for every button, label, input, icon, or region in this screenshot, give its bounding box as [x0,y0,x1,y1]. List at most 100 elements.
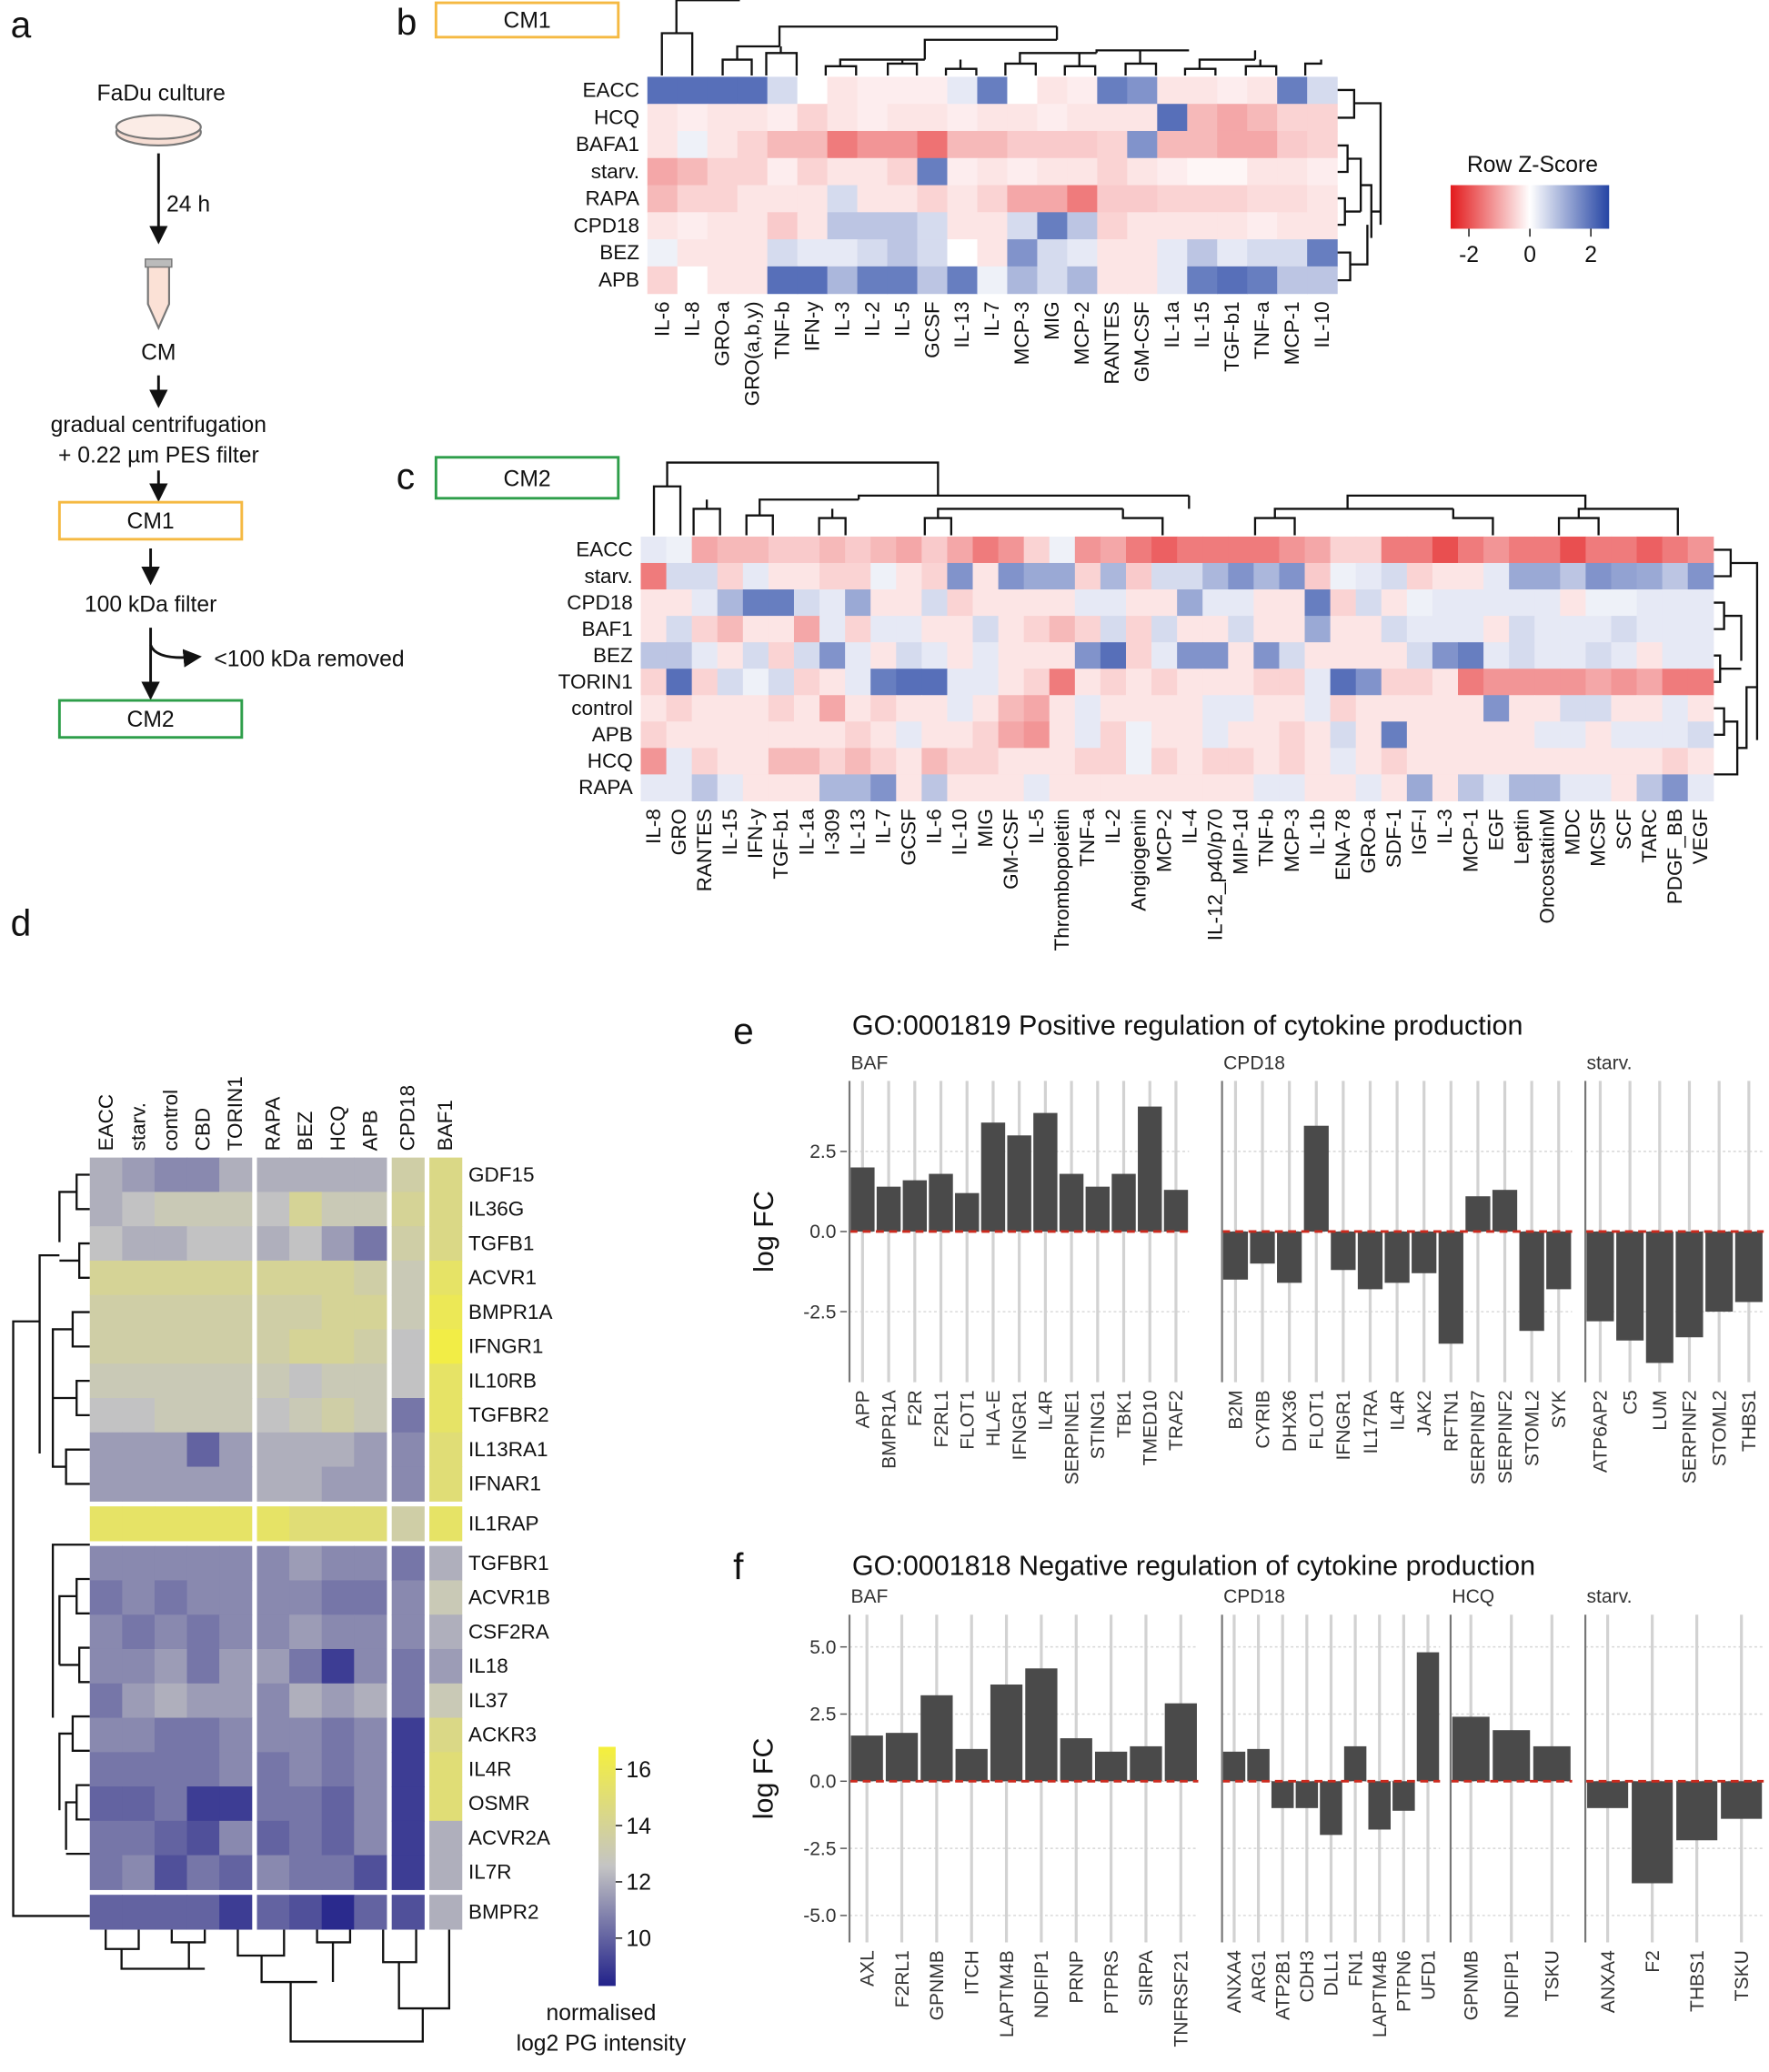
heatmap-cell [1611,562,1638,590]
heatmap-cell [1330,616,1357,643]
bar [1519,1231,1544,1332]
x-tick-label: NDFIP1 [1502,1950,1523,2018]
heatmap-cell [154,1752,188,1787]
heatmap-cell [154,1294,188,1331]
heatmap-cell [1509,616,1535,643]
bar [1059,1173,1084,1232]
heatmap-cell [219,1580,253,1615]
x-tick-label: SYK [1549,1390,1570,1428]
heatmap-cell [1253,642,1281,669]
heatmap-cell [1585,695,1613,722]
heatmap-cell [1662,669,1689,696]
x-tick-label: TMED10 [1141,1390,1161,1465]
heatmap-cell [391,1466,425,1502]
bar [1734,1231,1763,1303]
heatmap-cell [1037,185,1068,213]
heatmap-cell [768,721,795,749]
heatmap-cell [793,562,820,590]
heatmap-cell [1100,748,1127,775]
facet-label: starv. [1587,1586,1633,1607]
heatmap-cell [1611,536,1638,564]
heatmap-cell [154,1398,188,1433]
y-axis-label: log FC [749,1191,779,1272]
heatmap-cell [1217,185,1248,213]
heatmap-cell [1355,616,1382,643]
heatmap-cell [289,1432,323,1468]
bar [1675,1231,1704,1338]
heatmap-cell [1151,695,1178,722]
heatmap-cell [1023,774,1050,802]
heatmap-cell [947,642,974,669]
heatmap-cell [289,1398,323,1433]
heatmap-cell [219,1820,253,1856]
column-label: IL-3 [830,301,853,337]
heatmap-cell [289,1683,323,1719]
heatmap-cell [1355,562,1382,590]
heatmap-cell [1304,669,1332,696]
heatmap-cell [1097,266,1128,295]
heatmap-cell [391,1192,425,1227]
heatmap-cell [354,1398,387,1433]
heatmap-cell [640,562,668,590]
heatmap-cell [1049,616,1076,643]
heatmap-cell [767,185,799,213]
x-tick-label: PTPN6 [1394,1950,1415,2012]
heatmap-cell [122,1157,156,1192]
heatmap-cell [321,1226,355,1262]
bar [1277,1231,1302,1283]
heatmap-cell [1534,589,1561,617]
heatmap-cell [1023,695,1050,722]
heatmap-cell [998,616,1025,643]
heatmap-cell [896,669,922,696]
heatmap-cell [1687,695,1714,722]
column-label: GRO [668,809,690,855]
heatmap-cell [1636,669,1663,696]
heatmap-cell [1355,748,1382,775]
heatmap-cell [947,239,979,267]
row-label: IL1RAP [468,1512,539,1534]
heatmap-cell [1585,721,1613,749]
heatmap-cell [1151,616,1178,643]
heatmap-cell [256,1895,290,1930]
bar [1222,1751,1246,1782]
heatmap-cell [717,642,744,669]
heatmap-cell [289,1260,323,1296]
heatmap-cell [1187,76,1218,105]
heatmap-cell [122,1506,156,1542]
heatmap-cell [1202,695,1229,722]
x-tick-label: IFNGR1 [1010,1390,1030,1460]
heatmap-cell [89,1157,123,1192]
heatmap-cell [1187,185,1218,213]
heatmap-cell [640,589,668,617]
heatmap-cell [219,1398,253,1433]
facet-label: CPD18 [1223,1586,1285,1607]
heatmap-cell [89,1260,123,1296]
heatmap-cell [219,1545,253,1582]
heatmap-cell [870,669,897,696]
heatmap-cell [742,616,769,643]
heatmap-cell [1023,536,1050,564]
heatmap-cell [1023,562,1050,590]
column-label: BAF1 [434,1100,457,1151]
heatmap-cell [1636,774,1663,802]
heatmap-cell [354,1506,387,1542]
heatmap-cell [89,1329,123,1364]
x-tick-label: DHX36 [1280,1390,1301,1452]
heatmap-cell [857,130,889,159]
column-label: IL-12_p40/p70 [1204,809,1227,940]
row-label: EACC [583,79,640,102]
heatmap-cell [691,721,719,749]
heatmap-cell [1125,774,1152,802]
heatmap-cell [154,1226,188,1262]
heatmap-cell [1074,642,1101,669]
heatmap-cell [122,1192,156,1227]
x-tick-label: STING1 [1088,1390,1109,1459]
heatmap-cell [1585,748,1613,775]
heatmap-cell [640,695,668,722]
heatmap-cell [921,562,949,590]
heatmap-cell [1074,589,1101,617]
heatmap-cell [666,748,693,775]
heatmap-cell [1355,774,1382,802]
heatmap-cell [186,1820,220,1856]
heatmap-cell [1253,589,1281,617]
